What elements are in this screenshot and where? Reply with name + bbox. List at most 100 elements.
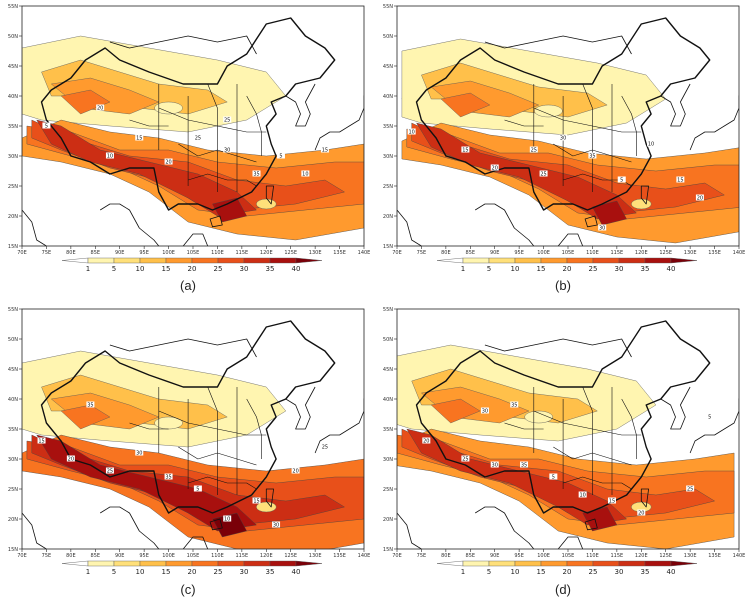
panel-b: 10 15 20 25 30 35 5 10 15 20 25 30 15N 20N 25N 30N 35N 40…: [375, 0, 747, 302]
colorbar-swatch: [462, 560, 490, 567]
lon-tick-label: 90E: [115, 553, 125, 559]
caption-a: (a): [180, 278, 196, 293]
contour-label: 25: [223, 116, 232, 124]
contour-label-box: [510, 401, 519, 408]
contour-label: 30: [598, 224, 607, 232]
coastline: [474, 203, 535, 246]
colorbar-swatch: [566, 257, 594, 264]
lat-tick-label: 30N: [8, 457, 18, 463]
contour-label-box: [637, 509, 646, 516]
contour-label-box: [164, 158, 173, 165]
contour-label-box: [223, 515, 232, 522]
colorbar-label: 5: [112, 265, 116, 273]
lat-tick-label: 25N: [8, 184, 18, 190]
colorbar-label: 40: [667, 568, 676, 576]
colorbar-swatch: [139, 560, 167, 567]
coastline: [99, 506, 160, 549]
colorbar-label: 20: [563, 568, 572, 576]
contour-label-box: [135, 449, 144, 456]
contour-label-text: 20: [292, 469, 298, 475]
colorbar-label: 1: [461, 568, 465, 576]
contour-label: 20: [66, 455, 75, 463]
lon-tick-label: 105E: [562, 250, 575, 256]
province-boundary: [621, 95, 637, 156]
colorbar-swatch: [618, 257, 646, 264]
contour-label-box: [272, 521, 281, 528]
lat-tick-label: 45N: [8, 367, 18, 373]
lat-tick-label: 20N: [383, 214, 393, 220]
low-value-area: [256, 198, 277, 210]
contour-label: 25: [539, 170, 548, 178]
contour-label: 30: [223, 146, 232, 154]
contour-label-text: 15: [253, 499, 259, 505]
contour-label-box: [135, 134, 144, 141]
coastline: [22, 209, 47, 246]
lon-tick-label: 95E: [514, 553, 524, 559]
island-outline: [584, 518, 598, 531]
colorbar-label: 25: [214, 568, 223, 576]
coastline: [99, 203, 160, 246]
caption-d: (d): [555, 582, 571, 597]
lon-tick-label: 85E: [91, 553, 101, 559]
lat-tick-label: 15N: [8, 547, 18, 553]
lon-tick-label: 75E: [42, 553, 52, 559]
colorbar-swatch: [436, 560, 464, 567]
colorbar-swatch: [269, 560, 297, 567]
country-boundary: [40, 320, 336, 514]
panel-c: 15 20 25 30 35 5 10 15 20 25 30 35 15N 20N 25N 30N 35N 40…: [0, 303, 372, 605]
contour-label-text: 30: [224, 148, 230, 154]
island-outline: [265, 488, 275, 508]
contour-label: 5: [705, 413, 714, 421]
contour-label: 20: [291, 467, 300, 475]
contour-label-text: 30: [136, 451, 142, 457]
colorbar-label: 30: [615, 568, 624, 576]
lat-tick-label: 20N: [383, 517, 393, 523]
contour-label: 35: [252, 170, 261, 178]
contour-label-text: 20: [165, 160, 171, 166]
contour-label: 20: [490, 164, 499, 172]
contour-label: 25: [529, 146, 538, 154]
contour-label-box: [276, 152, 285, 159]
contour-label: 5: [193, 485, 202, 493]
contour-label-text: 30: [560, 136, 566, 142]
contour-label-text: 20: [423, 439, 429, 445]
contour-label: 15: [320, 146, 329, 154]
province-boundary: [188, 476, 257, 490]
contour-label: 5: [617, 176, 626, 184]
lat-tick-label: 55N: [383, 4, 393, 10]
contour-fill-level-8: [36, 434, 257, 532]
province-boundary: [621, 398, 637, 459]
lon-tick-label: 90E: [115, 250, 125, 256]
contour-label-text: 30: [599, 226, 605, 232]
lat-tick-label: 35N: [383, 427, 393, 433]
contour-label: 20: [695, 194, 704, 202]
lat-tick-label: 15N: [383, 547, 393, 553]
colorbar-swatch: [87, 257, 115, 264]
colorbar-swatch: [87, 560, 115, 567]
coastline: [158, 233, 209, 246]
lon-tick-label: 80E: [66, 553, 76, 559]
contour-label-box: [66, 455, 75, 462]
contour-label: 10: [301, 170, 310, 178]
province-boundary: [207, 83, 218, 192]
colorbar-label: 25: [589, 568, 598, 576]
lon-tick-label: 70E: [392, 250, 402, 256]
contour-label-text: 20: [97, 106, 103, 112]
lon-tick-label: 110E: [586, 553, 599, 559]
lon-tick-label: 115E: [611, 250, 624, 256]
lon-tick-label: 95E: [139, 250, 149, 256]
contour-label-box: [252, 497, 261, 504]
contour-label-box: [529, 146, 538, 153]
colorbar-swatch: [61, 257, 89, 264]
island-outline: [265, 185, 275, 205]
lon-tick-label: 90E: [490, 250, 500, 256]
lon-tick-label: 125E: [659, 553, 672, 559]
lon-tick-label: 120E: [635, 553, 648, 559]
contour-label-text: 20: [68, 457, 74, 463]
lon-tick-label: 100E: [537, 553, 550, 559]
colorbar-swatch: [670, 257, 698, 264]
contour-label-text: 15: [462, 148, 468, 154]
colorbar-label: 5: [487, 568, 491, 576]
contour-label-box: [301, 170, 310, 177]
